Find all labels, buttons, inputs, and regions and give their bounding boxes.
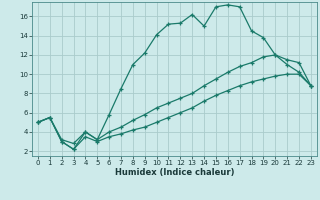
X-axis label: Humidex (Indice chaleur): Humidex (Indice chaleur) — [115, 168, 234, 177]
